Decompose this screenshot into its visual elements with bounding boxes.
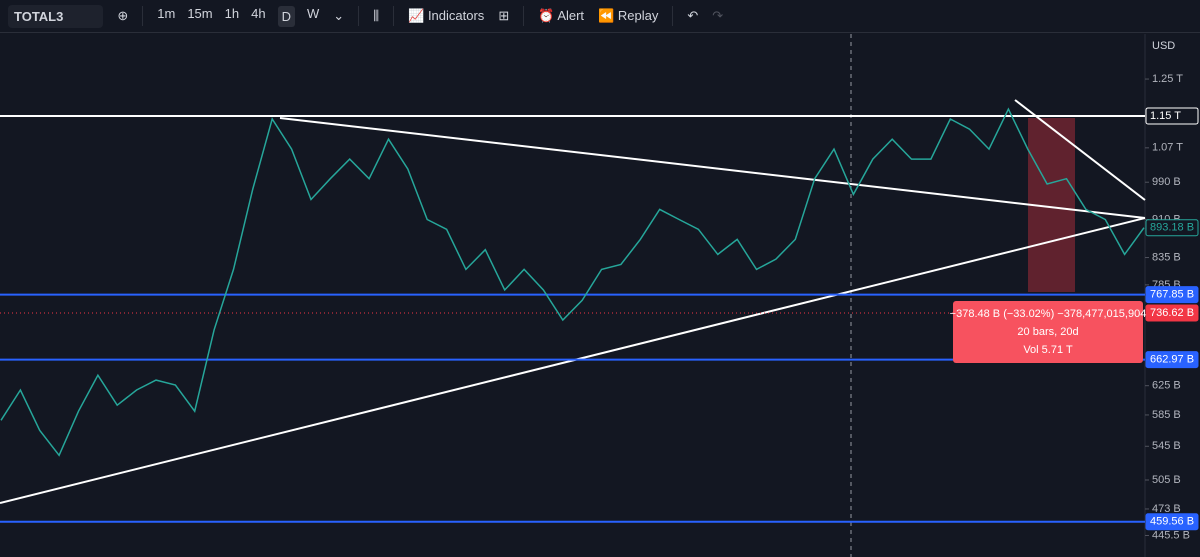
separator [358,6,360,26]
measure-bars: 20 bars, 20d [1017,326,1078,338]
symbol[interactable]: TOTAL3 [8,4,104,28]
y-tick-label: 835 B [1152,251,1181,263]
measure-box [953,301,1143,363]
y-tick-label: 1.25 T [1152,73,1183,85]
currency[interactable]: USD [1152,40,1175,52]
alert-label: Alert [557,8,585,23]
alert[interactable]: ⏰ Alert [538,8,585,23]
undo[interactable]: ↶ [687,8,699,23]
separator [523,6,525,26]
price-tag [1145,219,1199,237]
price-tag-label: 736.62 B [1150,307,1194,319]
interval[interactable]: D [277,5,295,27]
redo[interactable]: ↷ [712,8,724,23]
price-tag [1145,286,1199,304]
interval-menu[interactable]: ⌄ [333,8,345,23]
interval[interactable]: 15m [187,5,213,21]
y-tick-label: 505 B [1152,474,1181,486]
interval[interactable]: W [306,5,320,21]
templates[interactable]: ⊞ [498,8,510,23]
intervals: 1m 15m 1h 4h D W [157,5,320,27]
price-tag-label: 1.15 T [1150,110,1181,122]
replay-label: Replay [617,8,659,23]
interval[interactable]: 1h [224,5,240,21]
y-tick-label: 445.5 B [1152,529,1190,541]
separator [393,6,395,26]
indicators[interactable]: 📈 Indicators [408,8,485,23]
price-tag-label: 662.97 B [1150,354,1194,366]
chart-type[interactable]: ⫼ [373,8,380,23]
price-tag [1145,351,1199,369]
y-tick-label: 545 B [1152,440,1181,452]
y-tick-label: 990 B [1152,176,1181,188]
separator [672,6,674,26]
price-tag-label: 459.56 B [1150,516,1194,528]
separator [142,6,144,26]
price-tag-label: 767.85 B [1150,289,1194,301]
y-tick-label: 625 B [1152,380,1181,392]
interval[interactable]: 1m [157,5,176,21]
measure-volume: Vol 5.71 T [1023,344,1073,356]
price-tag [1145,304,1199,322]
replay[interactable]: ⏪ Replay [598,8,659,23]
y-tick-label: 1.07 T [1152,142,1183,154]
price-tag-label: 893.18 B [1150,222,1194,234]
interval[interactable]: 4h [251,5,266,21]
indicators-label: Indicators [427,8,485,23]
y-tick-label: 585 B [1152,409,1181,421]
toolbar: TOTAL3 ⊕ 1m 15m 1h 4h D W ⌄ ⫼ 📈 Indicators ⊞ … [0,0,1200,33]
trend-line [279,117,1146,219]
add-symbol[interactable]: ⊕ [117,8,129,23]
measure-change: −378.48 B (−33.02%) −378,477,015,904 [950,308,1147,320]
price-tag [1145,513,1199,531]
y-tick-label: 473 B [1152,503,1181,515]
price-line [0,107,1145,457]
price-tag [1145,107,1199,125]
